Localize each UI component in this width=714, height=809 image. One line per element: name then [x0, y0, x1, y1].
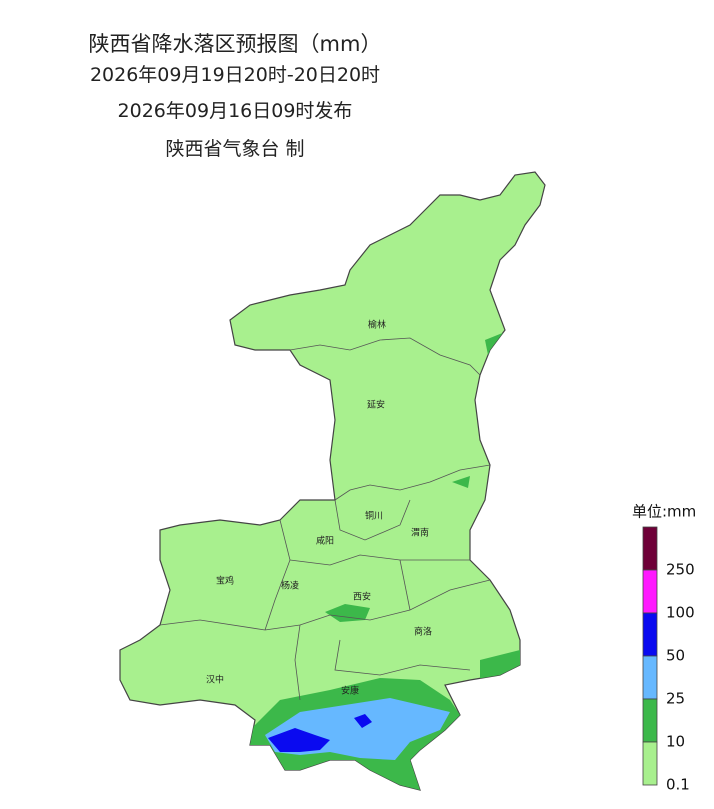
area-50 — [354, 714, 372, 728]
legend-label: 10 — [666, 733, 685, 751]
legend-label: 25 — [666, 690, 685, 708]
valid-period: 2026年09月19日20时-20日20时 — [89, 64, 381, 86]
city-label: 安康 — [341, 685, 359, 697]
city-label: 咸阳 — [316, 535, 334, 547]
legend-swatch — [642, 612, 658, 657]
city-label: 汉中 — [206, 674, 224, 686]
legend-label: 50 — [666, 647, 685, 665]
city-label: 铜川 — [365, 510, 383, 522]
city-label: 榆林 — [368, 319, 386, 331]
city-label: 杨凌 — [281, 580, 299, 592]
area-10 — [325, 604, 370, 622]
area-10 — [452, 476, 470, 488]
legend-swatch — [642, 526, 658, 571]
title: 陕西省降水落区预报图（mm） — [88, 32, 382, 56]
legend-unit: 单位:mm — [632, 503, 696, 521]
city-label: 宝鸡 — [216, 575, 234, 587]
legend-swatch — [642, 698, 658, 743]
legend-label: 100 — [666, 604, 695, 622]
city-label: 延安 — [367, 399, 385, 411]
rain-areas — [240, 332, 525, 790]
legend-swatch — [642, 741, 658, 786]
issue-time: 2026年09月16日09时发布 — [117, 100, 353, 122]
legend-swatch — [642, 655, 658, 700]
area-50 — [268, 728, 330, 752]
city-label: 渭南 — [411, 527, 429, 539]
city-label: 西安 — [353, 591, 371, 603]
boundaries — [159, 337, 491, 701]
issuer: 陕西省气象台 制 — [165, 138, 305, 160]
legend-label: 250 — [666, 561, 695, 579]
legend-label: 0.1 — [666, 776, 690, 794]
legend-swatch — [642, 569, 658, 614]
city-label: 商洛 — [414, 626, 432, 638]
